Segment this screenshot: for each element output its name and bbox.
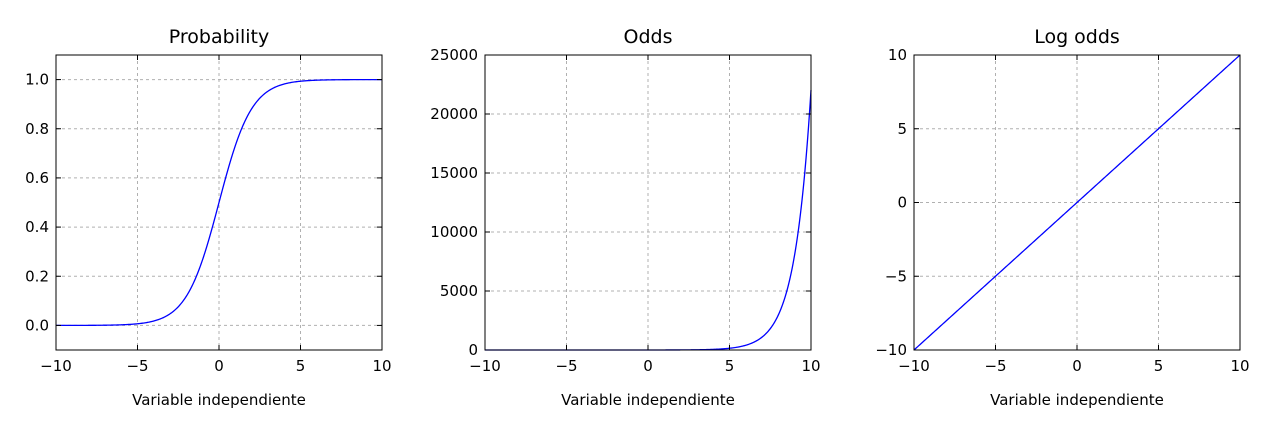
- odds-y-tick-label: 0: [468, 341, 478, 359]
- odds-x-tick-label: 0: [643, 357, 653, 375]
- probability-title: Probability: [169, 26, 269, 48]
- odds-y-tick-label: 20000: [430, 105, 478, 123]
- log-odds-title: Log odds: [1034, 26, 1120, 48]
- log-odds-series-line: [913, 54, 1241, 351]
- log-odds-x-tick-label: −10: [898, 357, 930, 375]
- odds-x-tick-label: 10: [801, 357, 820, 375]
- log-odds-x-tick-label: 5: [1154, 357, 1164, 375]
- log-odds-y-tick-label: 10: [888, 46, 907, 64]
- log-odds-y-tick-label: −5: [885, 267, 907, 285]
- odds-y-tick-label: 5000: [440, 282, 478, 300]
- odds-y-tick-label: 25000: [430, 46, 478, 64]
- odds-x-axis-label: Variable independiente: [561, 391, 735, 409]
- log-odds-x-tick-label: −5: [984, 357, 1006, 375]
- log-odds-x-axis-label: Variable independiente: [990, 391, 1164, 409]
- probability-y-tick-label: 0.2: [25, 267, 49, 285]
- odds-x-tick-label: −5: [555, 357, 577, 375]
- probability-x-tick-label: −10: [40, 357, 72, 375]
- odds-panel: Odds Variable independiente −10 −5 0 5 10 0 50…: [430, 26, 820, 409]
- log-odds-panel: Log odds Variable independiente −10 −5 0 5 1…: [875, 26, 1249, 409]
- probability-panel: Probability Variable independiente −10 −5…: [25, 26, 391, 409]
- probability-y-tick-label: 0.8: [25, 120, 49, 138]
- probability-y-tick-label: 0.4: [25, 218, 49, 236]
- probability-y-tick-label: 1.0: [25, 71, 49, 89]
- probability-series-line: [55, 78, 383, 327]
- probability-x-axis-label: Variable independiente: [132, 391, 306, 409]
- probability-x-tick-label: 0: [214, 357, 224, 375]
- probability-y-tick-label: 0.0: [25, 316, 49, 334]
- probability-x-tick-label: −5: [126, 357, 148, 375]
- odds-title: Odds: [624, 26, 673, 48]
- log-odds-y-tick-label: −10: [875, 341, 907, 359]
- probability-y-tick-label: 0.6: [25, 169, 49, 187]
- odds-y-tick-label: 15000: [430, 164, 478, 182]
- log-odds-y-tick-label: 0: [897, 194, 907, 212]
- odds-x-tick-label: 5: [725, 357, 735, 375]
- log-odds-x-tick-label: 10: [1230, 357, 1249, 375]
- odds-x-tick-label: −10: [469, 357, 501, 375]
- probability-x-tick-label: 5: [296, 357, 306, 375]
- odds-y-tick-label: 10000: [430, 223, 478, 241]
- probability-x-tick-label: 10: [372, 357, 391, 375]
- log-odds-y-tick-label: 5: [897, 120, 907, 138]
- log-odds-x-tick-label: 0: [1072, 357, 1082, 375]
